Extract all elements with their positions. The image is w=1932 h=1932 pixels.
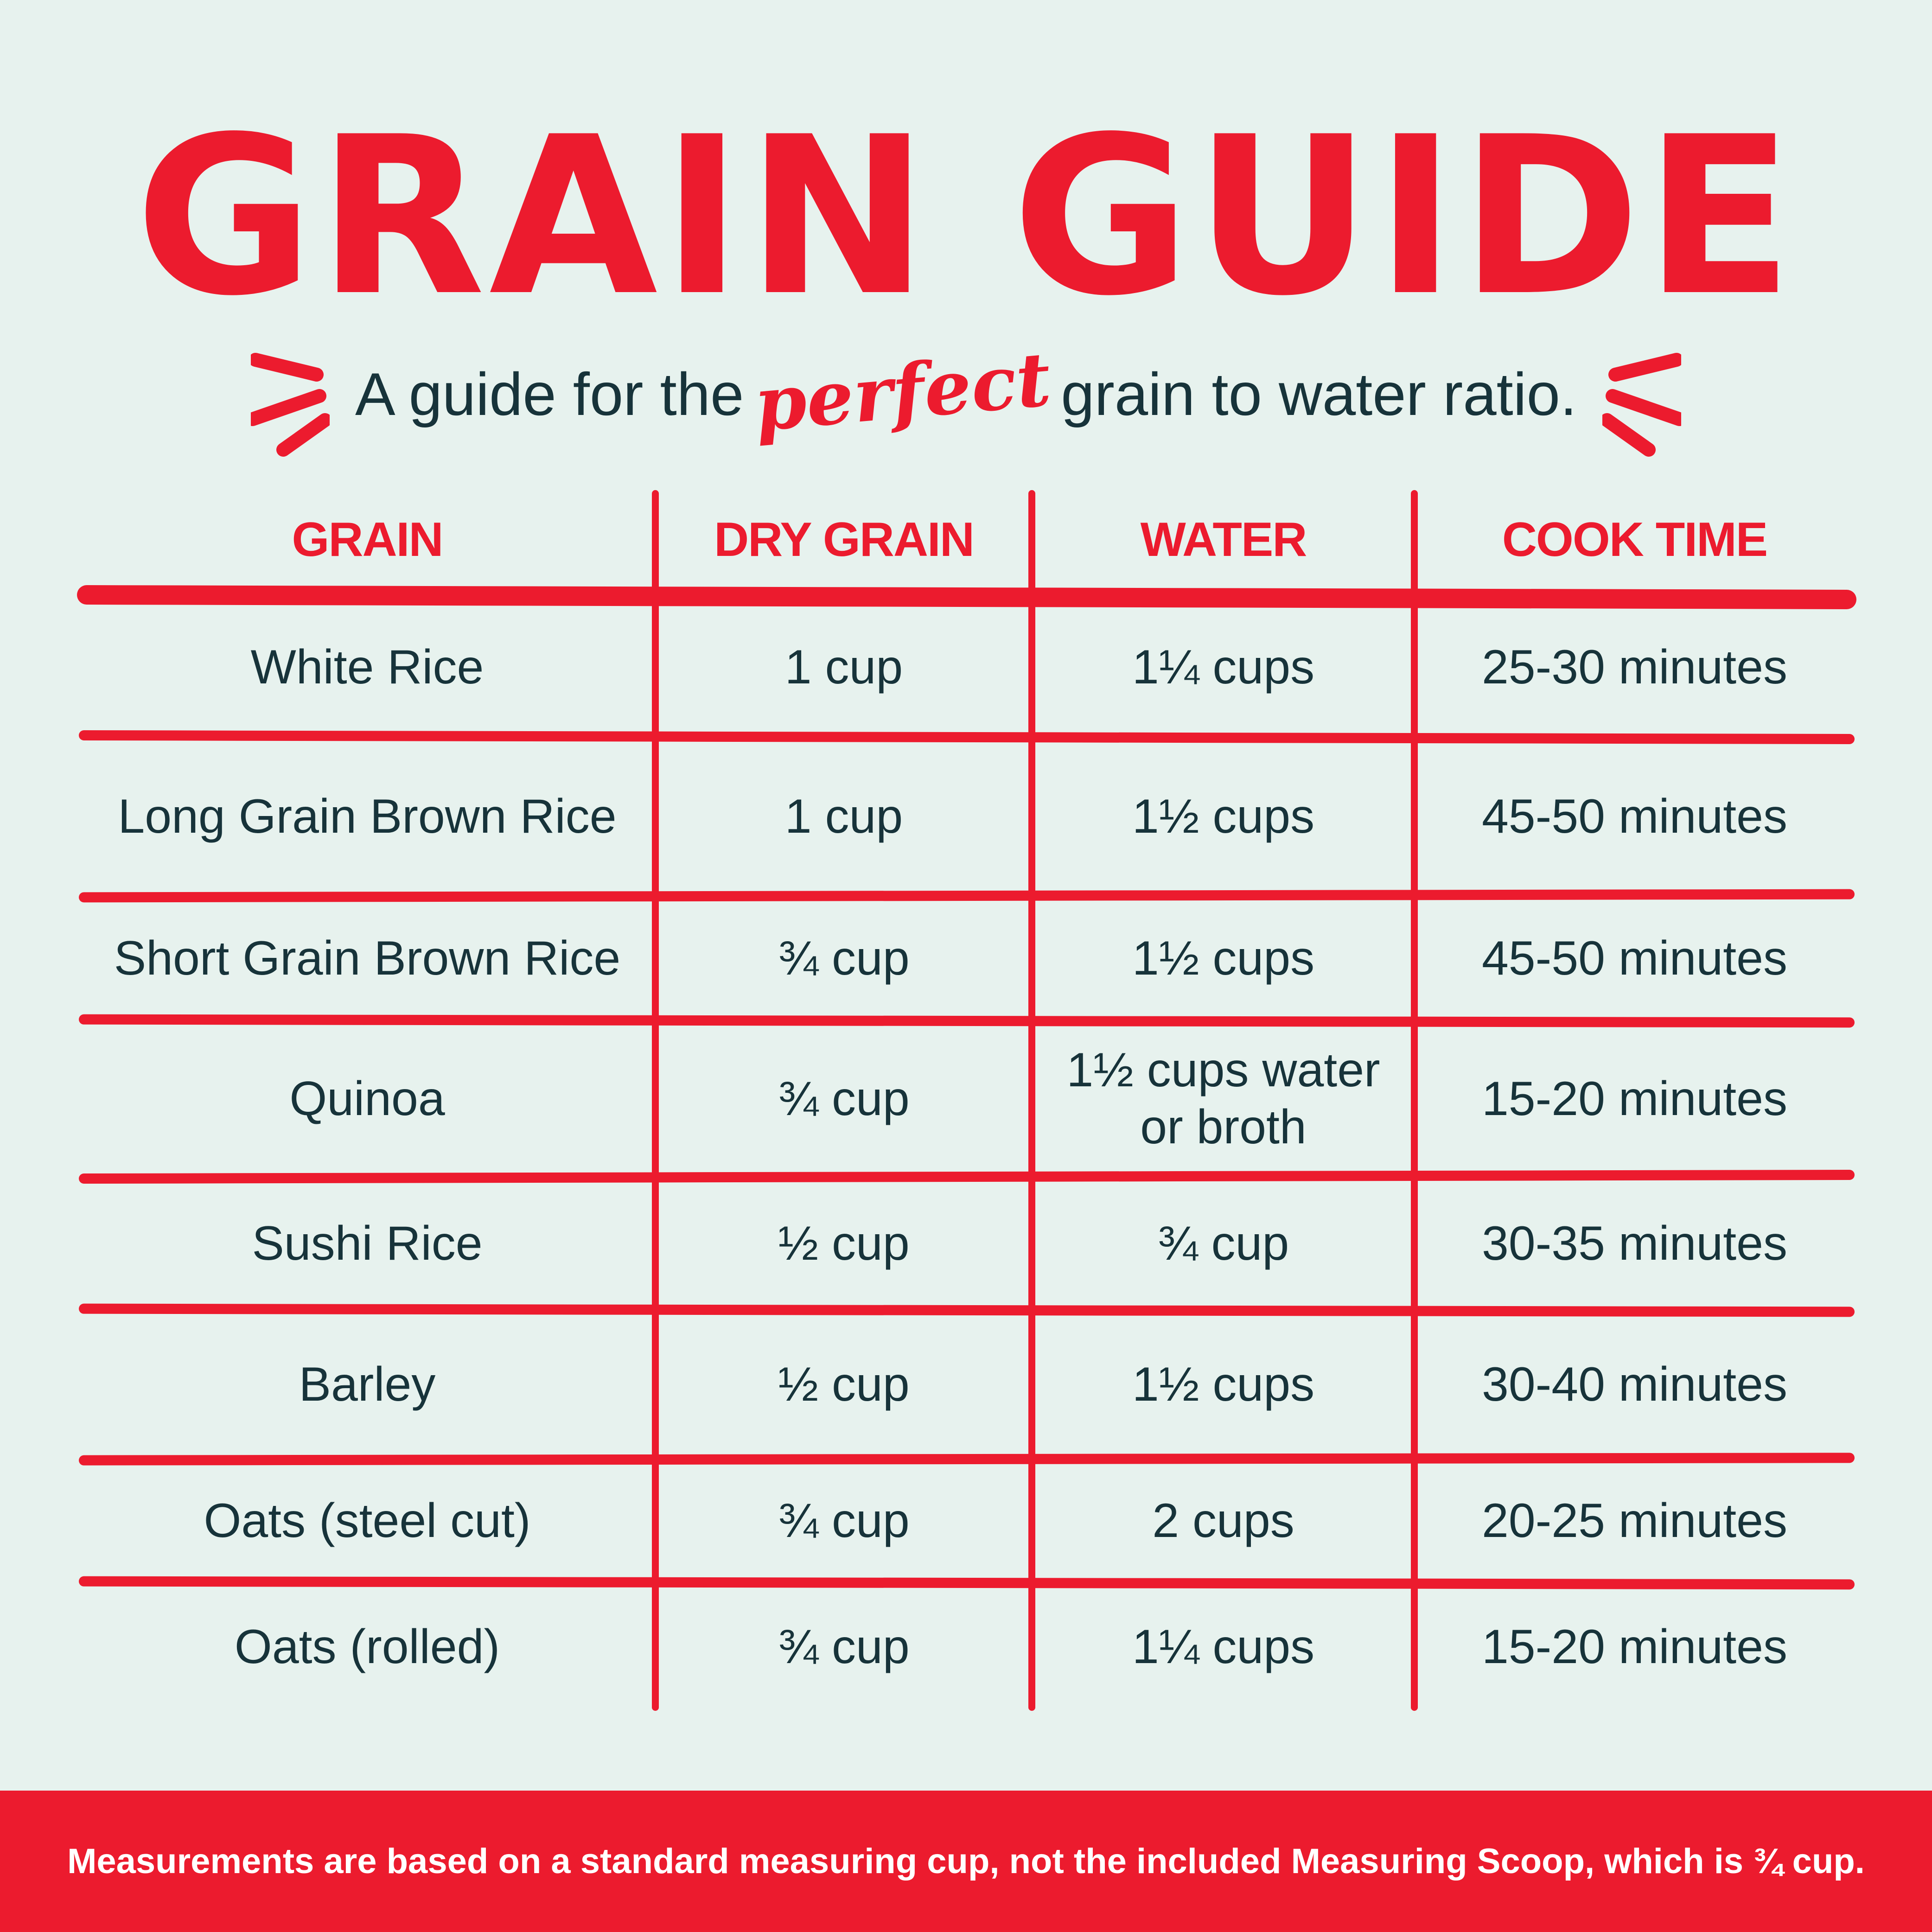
table-divider-vertical: [652, 490, 659, 1711]
emphasis-dashes-left-icon: [250, 353, 330, 457]
cell-cook-time: 30-40 minutes: [1481, 1358, 1788, 1412]
cell-water: 1½ cups: [1132, 931, 1315, 985]
cell-dry-grain: 1 cup: [784, 789, 903, 843]
column-header-dry-grain: DRY GRAIN: [714, 512, 975, 567]
cell-cook-time: 45-50 minutes: [1481, 789, 1788, 843]
column-header-cook-time: COOK TIME: [1502, 512, 1768, 567]
subtitle-highlight: perfect: [751, 335, 1054, 448]
cell-grain: Sushi Rice: [252, 1216, 483, 1270]
cell-dry-grain: ¾ cup: [778, 1620, 910, 1674]
cell-grain: White Rice: [250, 640, 484, 694]
page-title: GRAIN GUIDE: [135, 90, 1797, 344]
cell-grain: Short Grain Brown Rice: [114, 931, 621, 985]
table-row: Quinoa ¾ cup 1½ cups water or broth 15-2…: [79, 1021, 1855, 1177]
footer-note: Measurements are based on a standard mea…: [67, 1842, 1865, 1881]
cell-dry-grain: 1 cup: [784, 640, 903, 694]
footer-band: Measurements are based on a standard mea…: [0, 1791, 1932, 1932]
emphasis-dashes-right-icon: [1602, 353, 1682, 457]
cell-water: 2 cups: [1152, 1494, 1294, 1548]
subtitle-prefix: A guide for the: [355, 360, 744, 428]
table-header-row: GRAIN DRY GRAIN WATER COOK TIME: [79, 482, 1855, 597]
cell-cook-time: 15-20 minutes: [1481, 1071, 1788, 1126]
cell-grain: Barley: [299, 1358, 436, 1412]
subtitle-suffix: grain to water ratio.: [1061, 360, 1577, 428]
cell-water: 1¼ cups: [1132, 1620, 1315, 1674]
column-header-grain: GRAIN: [292, 512, 443, 567]
table-row: Long Grain Brown Rice 1 cup 1½ cups 45-5…: [79, 737, 1855, 896]
cell-dry-grain: ½ cup: [778, 1358, 910, 1412]
cell-dry-grain: ½ cup: [778, 1216, 910, 1270]
table-divider-vertical: [1411, 490, 1418, 1711]
cell-cook-time: 20-25 minutes: [1481, 1494, 1788, 1548]
cell-water: 1¼ cups: [1132, 640, 1315, 694]
cell-water: 1½ cups: [1132, 1358, 1315, 1412]
cell-grain: Quinoa: [289, 1071, 445, 1126]
cell-water: 1½ cups: [1132, 789, 1315, 843]
cell-dry-grain: ¾ cup: [778, 1494, 910, 1548]
cell-cook-time: 45-50 minutes: [1481, 931, 1788, 985]
table-row: Oats (rolled) ¾ cup 1¼ cups 15-20 minute…: [79, 1583, 1855, 1711]
cell-grain: Oats (steel cut): [204, 1494, 531, 1548]
cell-water: ¾ cup: [1157, 1216, 1289, 1270]
table-row: Sushi Rice ½ cup ¾ cup 30-35 minutes: [79, 1177, 1855, 1310]
cell-water: 1½ cups water or broth: [1066, 1043, 1380, 1154]
table-row: Barley ½ cup 1½ cups 30-40 minutes: [79, 1310, 1855, 1459]
subtitle-row: A guide for theperfect grain to water rat…: [0, 335, 1932, 457]
column-header-water: WATER: [1140, 512, 1307, 567]
table-row: Oats (steel cut) ¾ cup 2 cups 20-25 minu…: [79, 1459, 1855, 1583]
cell-grain: Oats (rolled): [234, 1620, 500, 1674]
subtitle: A guide for theperfect grain to water rat…: [355, 335, 1577, 448]
table-divider-vertical: [1028, 490, 1035, 1711]
cell-grain: Long Grain Brown Rice: [118, 789, 617, 843]
table-row: White Rice 1 cup 1¼ cups 25-30 minutes: [79, 597, 1855, 737]
cell-cook-time: 30-35 minutes: [1481, 1216, 1788, 1270]
cell-cook-time: 15-20 minutes: [1481, 1620, 1788, 1674]
table-row: Short Grain Brown Rice ¾ cup 1½ cups 45-…: [79, 896, 1855, 1021]
cell-dry-grain: ¾ cup: [778, 1071, 910, 1126]
grain-ratio-table: GRAIN DRY GRAIN WATER COOK TIME White Ri…: [77, 482, 1857, 1717]
cell-dry-grain: ¾ cup: [778, 931, 910, 985]
table-body: White Rice 1 cup 1¼ cups 25-30 minutes L…: [79, 597, 1855, 1711]
cell-cook-time: 25-30 minutes: [1481, 640, 1788, 694]
